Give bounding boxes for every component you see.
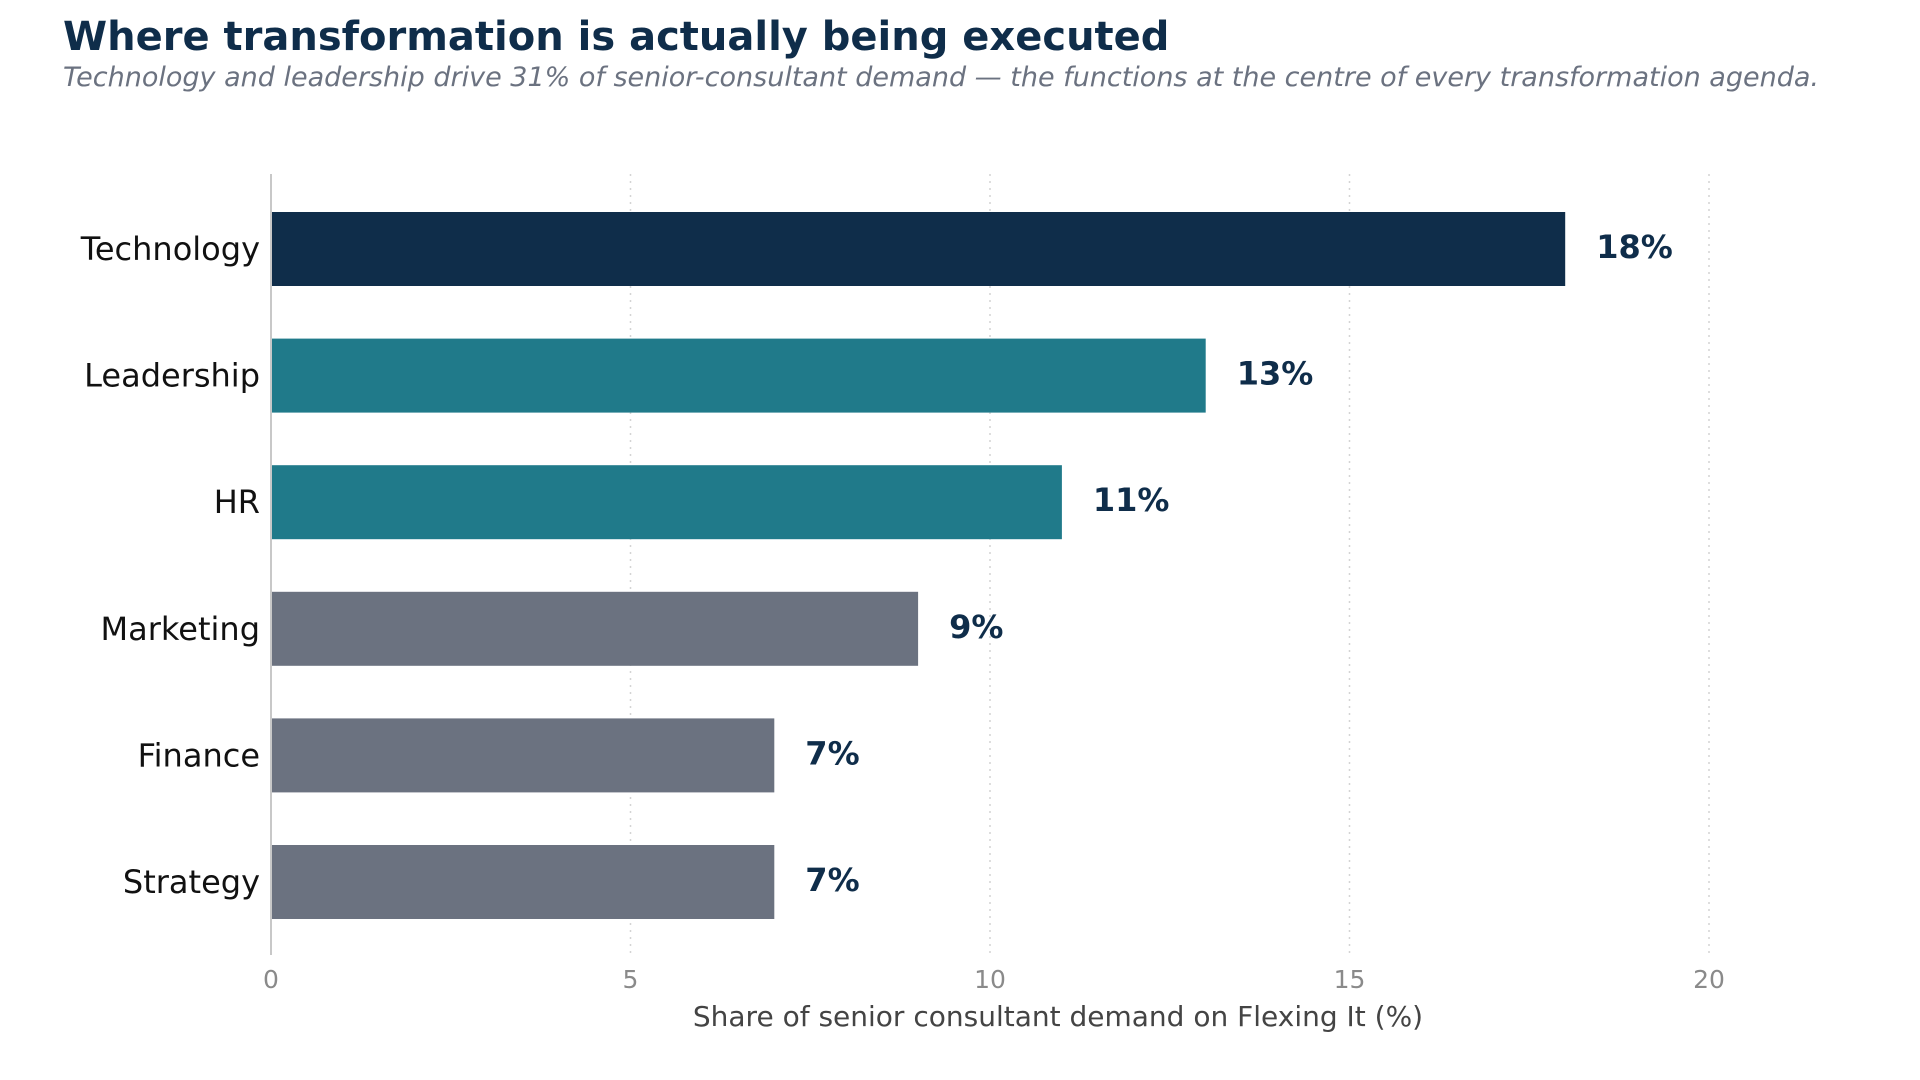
value-label: 11% xyxy=(1093,481,1170,519)
category-labels: Technology Leadership HR Marketing Finance St… xyxy=(80,230,260,901)
bar xyxy=(272,845,775,919)
x-tick-label: 10 xyxy=(974,965,1006,994)
category-label: Strategy xyxy=(123,863,260,901)
grid-lines xyxy=(629,174,1710,955)
page-subtitle: Technology and leadership drive 31% of s… xyxy=(63,62,1819,93)
value-label: 7% xyxy=(805,861,859,899)
page-title: Where transformation is actually being e… xyxy=(63,14,1170,60)
x-tick-label: 5 xyxy=(623,965,639,994)
bar xyxy=(272,718,775,793)
value-label: 18% xyxy=(1596,228,1673,266)
value-labels: 18% 13% 11% 9% 7% 7% xyxy=(805,228,1672,899)
x-tick-label: 15 xyxy=(1334,965,1366,994)
x-tick-label: 20 xyxy=(1693,965,1725,994)
category-label: Marketing xyxy=(101,610,260,648)
x-tick-label: 0 xyxy=(263,965,279,994)
x-tick-labels: 0 5 10 15 20 xyxy=(263,965,1725,994)
category-label: Technology xyxy=(80,230,260,268)
category-label: Finance xyxy=(138,736,260,774)
bar xyxy=(272,338,1206,413)
bar xyxy=(272,465,1062,540)
bars xyxy=(272,212,1566,919)
value-label: 9% xyxy=(949,608,1003,646)
bar xyxy=(272,212,1566,286)
category-label: HR xyxy=(214,483,260,521)
category-label: Leadership xyxy=(84,357,260,395)
value-label: 7% xyxy=(805,734,859,772)
x-axis-title: Share of senior consultant demand on Fle… xyxy=(693,1000,1423,1033)
bar xyxy=(272,591,919,666)
value-label: 13% xyxy=(1237,355,1314,393)
